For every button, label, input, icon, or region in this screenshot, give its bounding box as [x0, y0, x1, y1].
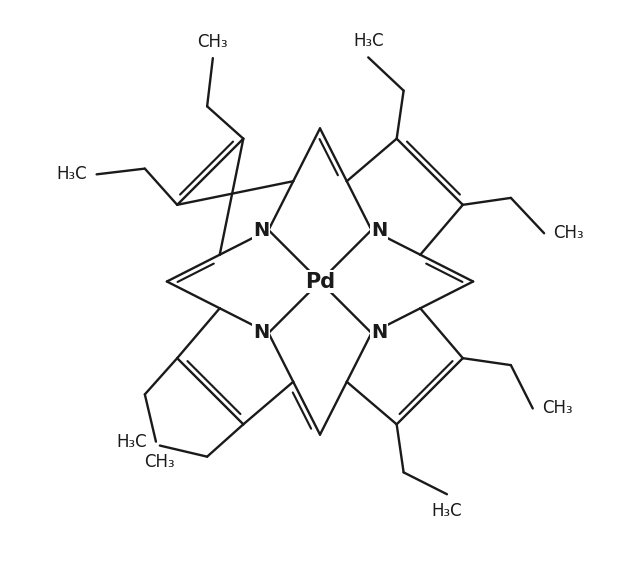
Text: CH₃: CH₃	[198, 33, 228, 51]
Text: N: N	[371, 324, 387, 342]
Text: N: N	[371, 221, 387, 239]
Text: H₃C: H₃C	[431, 502, 462, 520]
Text: N: N	[253, 221, 269, 239]
Text: Pd: Pd	[305, 271, 335, 292]
Text: N: N	[253, 324, 269, 342]
Text: H₃C: H₃C	[57, 166, 87, 184]
Text: CH₃: CH₃	[145, 453, 175, 471]
Text: H₃C: H₃C	[116, 432, 147, 450]
Text: CH₃: CH₃	[542, 400, 573, 418]
Text: H₃C: H₃C	[353, 32, 383, 50]
Text: CH₃: CH₃	[554, 224, 584, 242]
